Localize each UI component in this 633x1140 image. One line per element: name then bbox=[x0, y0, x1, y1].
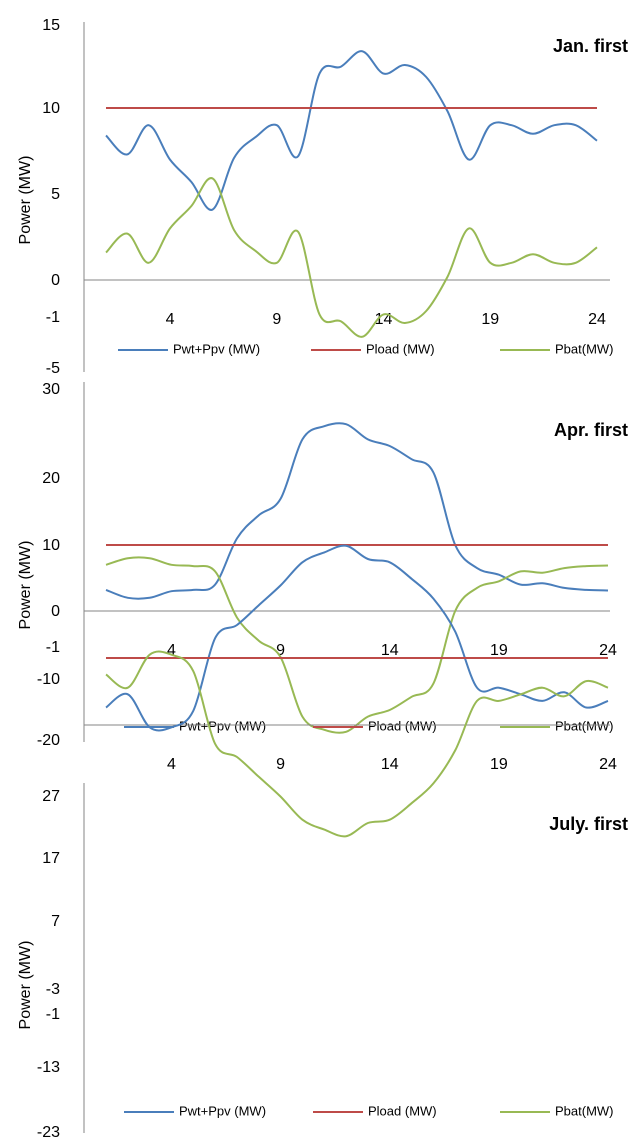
y-tick-label: 15 bbox=[42, 17, 60, 34]
x-tick-label: 4 bbox=[166, 311, 175, 328]
y-tick-label: -10 bbox=[37, 671, 60, 688]
y-tick-label: 30 bbox=[42, 381, 60, 398]
x-tick-label: 4 bbox=[167, 756, 176, 773]
y-tick-label: -1 bbox=[46, 309, 60, 326]
y-tick-label: 17 bbox=[42, 850, 60, 867]
series-line-3 bbox=[105, 650, 609, 838]
chart-title: Apr. first bbox=[554, 420, 628, 440]
chart-title: Jan. first bbox=[553, 36, 628, 56]
x-tick-label: 24 bbox=[599, 756, 617, 773]
legend-label: Pload (MW) bbox=[366, 341, 435, 356]
x-tick-label: 24 bbox=[588, 311, 606, 328]
chart-title: July. first bbox=[549, 814, 628, 834]
x-tick-label: 19 bbox=[490, 756, 508, 773]
y-tick-label: -20 bbox=[37, 732, 60, 749]
x-tick-label: 9 bbox=[276, 642, 285, 659]
legend-label: Pwt+Ppv (MW) bbox=[179, 718, 266, 733]
y-tick-label: -23 bbox=[37, 1124, 60, 1140]
legend-label: Pbat(MW) bbox=[555, 1103, 614, 1118]
y-axis-label: Power (MW) bbox=[17, 941, 34, 1030]
y-tick-label: -5 bbox=[46, 360, 60, 377]
legend-label: Pload (MW) bbox=[368, 1103, 437, 1118]
legend-label: Pload (MW) bbox=[368, 718, 437, 733]
legend-label: Pwt+Ppv (MW) bbox=[173, 341, 260, 356]
y-tick-label: 7 bbox=[51, 913, 60, 930]
chart-panel-2: 30 20 10 0 -1 -10 -20 4 9 14 19 24 Power (MW) Apr. fi… bbox=[17, 381, 628, 749]
chart-panel-3: 27 17 7 -3 -1 -13 -23 4 9 14 19 24 Power (MW) July. f… bbox=[17, 544, 628, 1140]
legend: Pwt+Ppv (MW) Pload (MW) Pbat(MW) bbox=[124, 1103, 614, 1118]
x-tick-label: 14 bbox=[381, 642, 399, 659]
x-tick-label: 19 bbox=[490, 642, 508, 659]
y-tick-label: -13 bbox=[37, 1059, 60, 1076]
y-tick-label: -1 bbox=[46, 639, 60, 656]
y-tick-label: -3 bbox=[46, 981, 60, 998]
y-axis-label: Power (MW) bbox=[17, 156, 34, 245]
legend-label: Pbat(MW) bbox=[555, 341, 614, 356]
legend: Pwt+Ppv (MW) Pload (MW) Pbat(MW) bbox=[118, 341, 614, 356]
x-tick-label: 24 bbox=[599, 642, 617, 659]
legend-label: Pbat(MW) bbox=[555, 718, 614, 733]
series-line-1 bbox=[105, 422, 609, 600]
y-axis-label: Power (MW) bbox=[17, 541, 34, 630]
y-tick-label: 27 bbox=[42, 788, 60, 805]
series-line-3 bbox=[105, 177, 598, 338]
series-line-1 bbox=[105, 50, 598, 211]
series-line-1 bbox=[105, 544, 609, 732]
x-tick-label: 19 bbox=[481, 311, 499, 328]
y-tick-label: 5 bbox=[51, 186, 60, 203]
x-tick-label: 14 bbox=[381, 756, 399, 773]
x-tick-label: 4 bbox=[167, 642, 176, 659]
x-tick-label: 9 bbox=[276, 756, 285, 773]
y-tick-label: 0 bbox=[51, 272, 60, 289]
y-tick-label: 10 bbox=[42, 537, 60, 554]
legend-label: Pwt+Ppv (MW) bbox=[179, 1103, 266, 1118]
x-tick-label: 9 bbox=[272, 311, 281, 328]
legend: Pwt+Ppv (MW) Pload (MW) Pbat(MW) bbox=[124, 718, 614, 733]
y-tick-label: -1 bbox=[46, 1006, 60, 1023]
y-tick-label: 10 bbox=[42, 100, 60, 117]
y-tick-label: 0 bbox=[51, 603, 60, 620]
y-tick-label: 20 bbox=[42, 470, 60, 487]
